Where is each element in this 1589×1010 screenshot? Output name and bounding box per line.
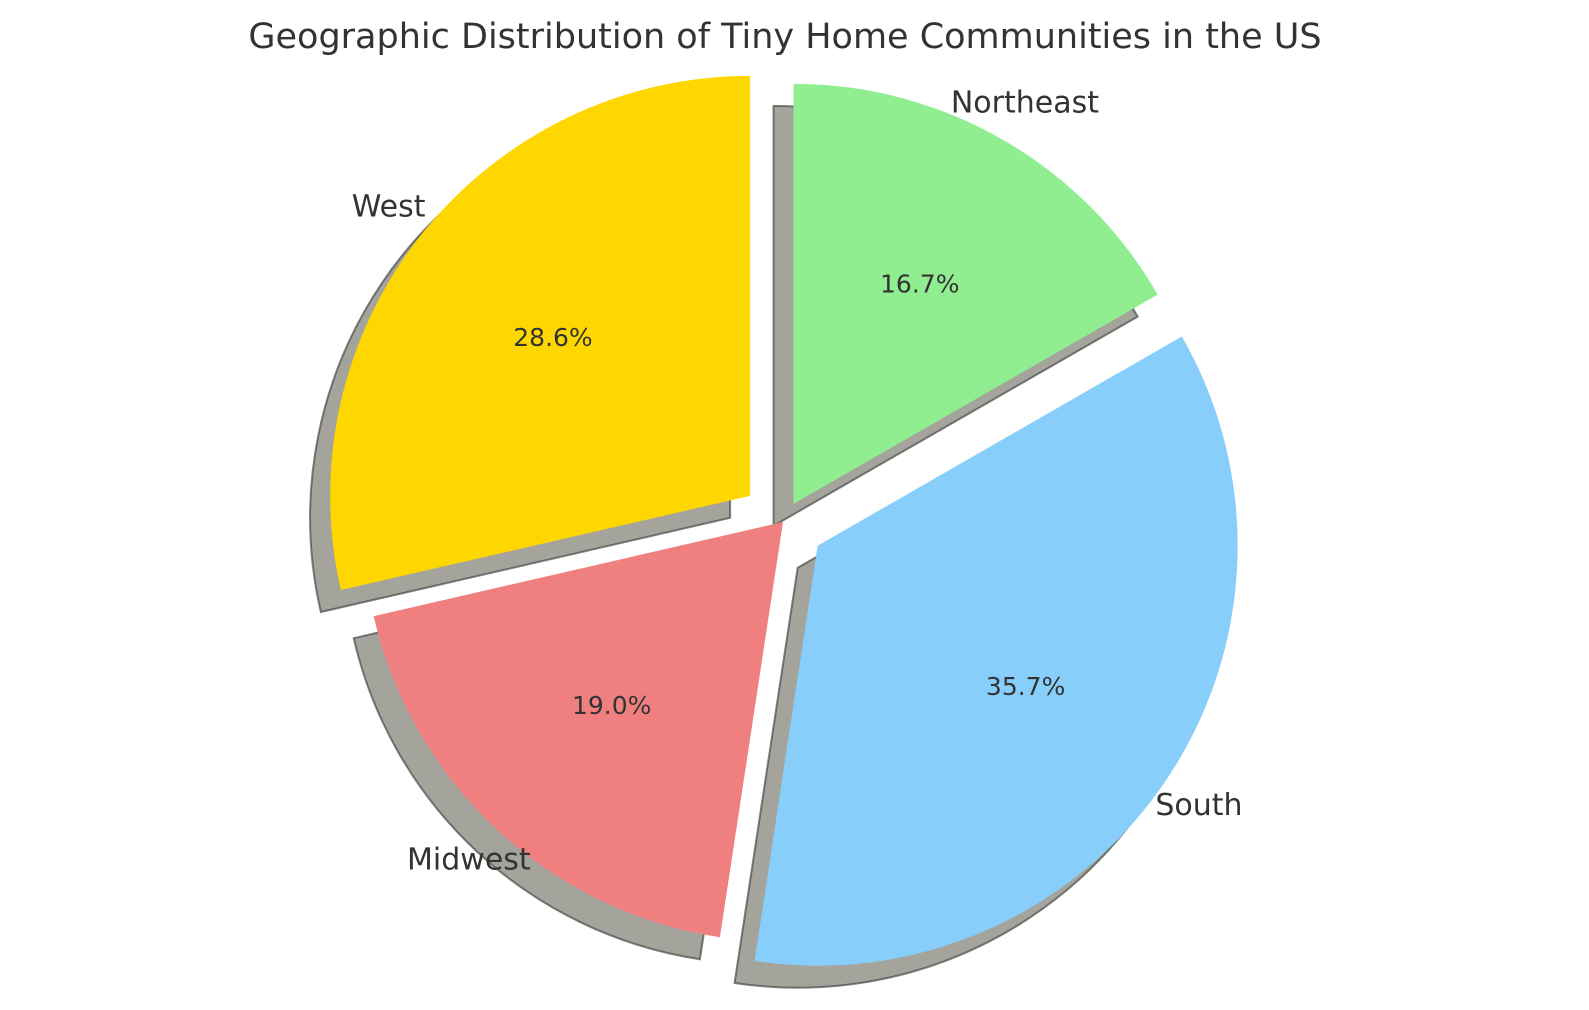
slice-label: South (1155, 788, 1242, 823)
chart-title: Geographic Distribution of Tiny Home Com… (248, 17, 1321, 57)
pie-wedge (754, 336, 1238, 966)
pie-wedge (330, 75, 751, 591)
slice-label: Northeast (951, 85, 1099, 120)
slice-label: West (352, 190, 426, 225)
percent-label: 19.0% (572, 691, 651, 720)
percent-label: 16.7% (880, 270, 959, 299)
pie-wedge (793, 83, 1158, 504)
percent-label: 28.6% (513, 323, 592, 352)
percent-label: 35.7% (986, 672, 1065, 701)
pie-wedge (373, 522, 783, 938)
slice-label: Midwest (407, 842, 531, 877)
